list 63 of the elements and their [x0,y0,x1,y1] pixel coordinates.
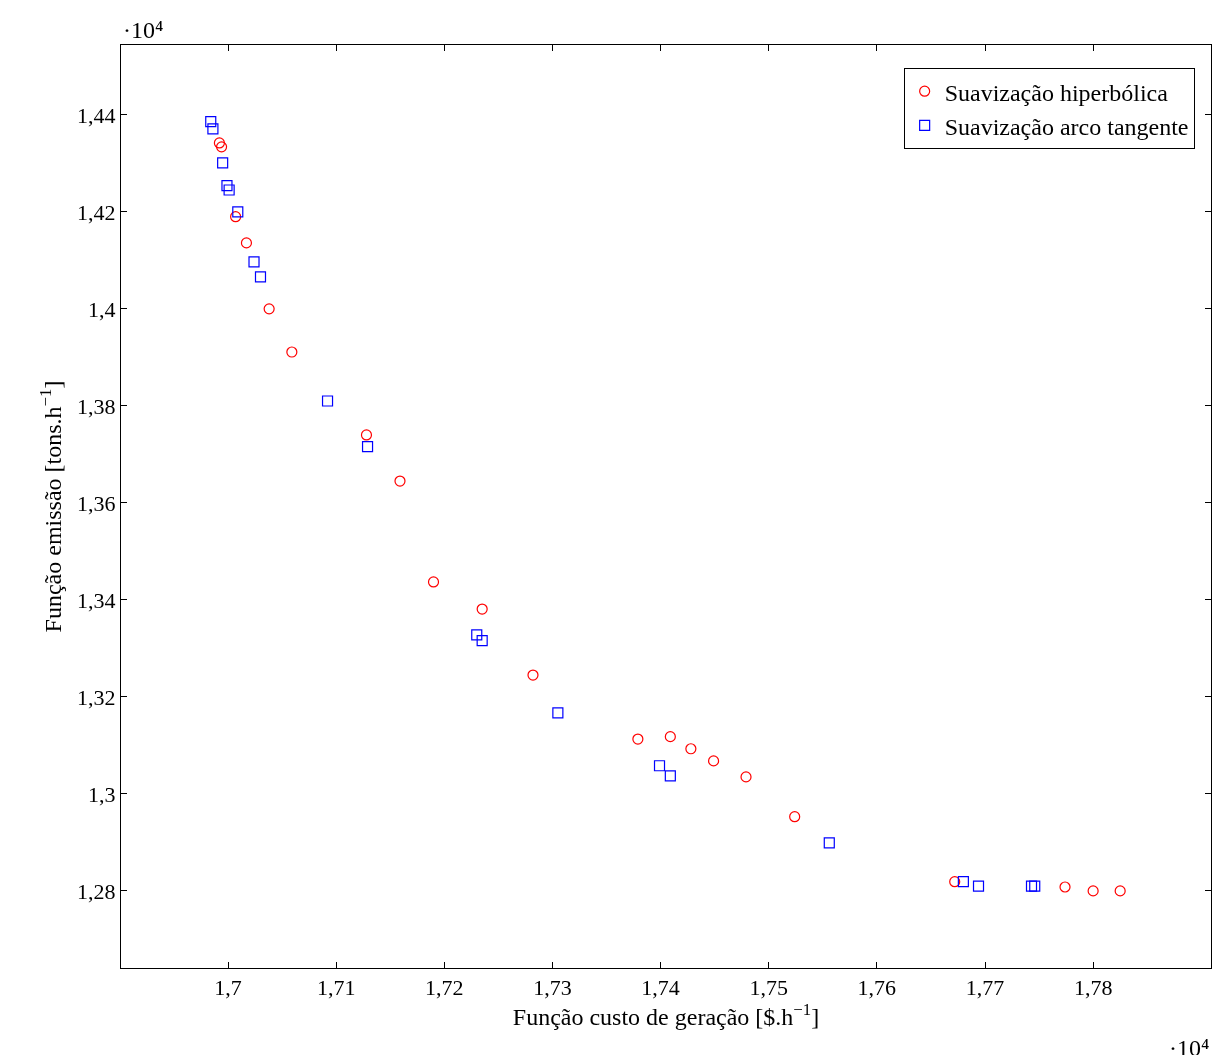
point [394,475,406,487]
point [248,256,260,268]
point [215,141,228,153]
x-tick-label: 1,75 [749,975,788,1001]
y-tick-label: 1,3 [88,781,116,807]
point [740,771,752,783]
point [360,429,373,441]
point [427,576,440,588]
x-tick-label: 1,7 [214,975,242,1001]
point [552,707,564,719]
text: ·10⁴ [123,17,164,43]
x-tick-label: 1,71 [316,975,356,1001]
point [476,603,488,615]
y-tick-label: 1,4 [88,296,116,322]
x-tick-label: 1,78 [1073,975,1113,1001]
point [213,137,225,149]
x-tick-label: 1,77 [965,975,1005,1001]
point [632,733,644,745]
legend-label: Suavização arco tangente [944,113,1189,140]
legend-label: Suavização hiperbólica [944,79,1169,106]
point [471,629,483,641]
point [527,669,539,681]
point [207,123,219,135]
y-tick-label: 1,32 [77,684,116,710]
point [707,755,720,767]
x-tick-label: 1,74 [641,975,680,1001]
point [1087,885,1099,897]
point [476,635,488,647]
point [957,876,969,888]
point [653,760,666,772]
y-tick-label: 1,38 [77,393,116,419]
point [223,184,235,196]
point [286,346,298,358]
x-tick-label: 1,72 [425,975,464,1001]
x-tick-label: 1,73 [533,975,572,1001]
point [205,116,217,128]
y-tick-label: 1,44 [77,102,116,128]
point [263,303,275,315]
point [972,880,985,892]
point [217,157,229,169]
point [949,876,961,888]
point [1025,880,1038,892]
point [823,837,835,849]
point [254,271,267,283]
x-tick-label: 1,76 [857,975,897,1001]
y-tick-label: 1,28 [77,878,116,904]
point [361,441,374,453]
point [664,731,676,743]
point [789,811,801,823]
point [240,237,253,249]
y-tick-label: 1,42 [77,199,116,225]
y-tick-label: 1,36 [77,490,116,516]
point [1114,885,1126,897]
x-axis-title: Função custo de geração [$.h$^{−1}$] [512,1000,820,1031]
point [1059,881,1071,893]
point [232,206,244,218]
point [221,180,233,192]
point [664,770,676,782]
point [321,395,334,407]
point [1029,880,1041,892]
point [230,211,242,223]
point [685,743,697,755]
y-tick-label: 1,34 [77,587,116,613]
